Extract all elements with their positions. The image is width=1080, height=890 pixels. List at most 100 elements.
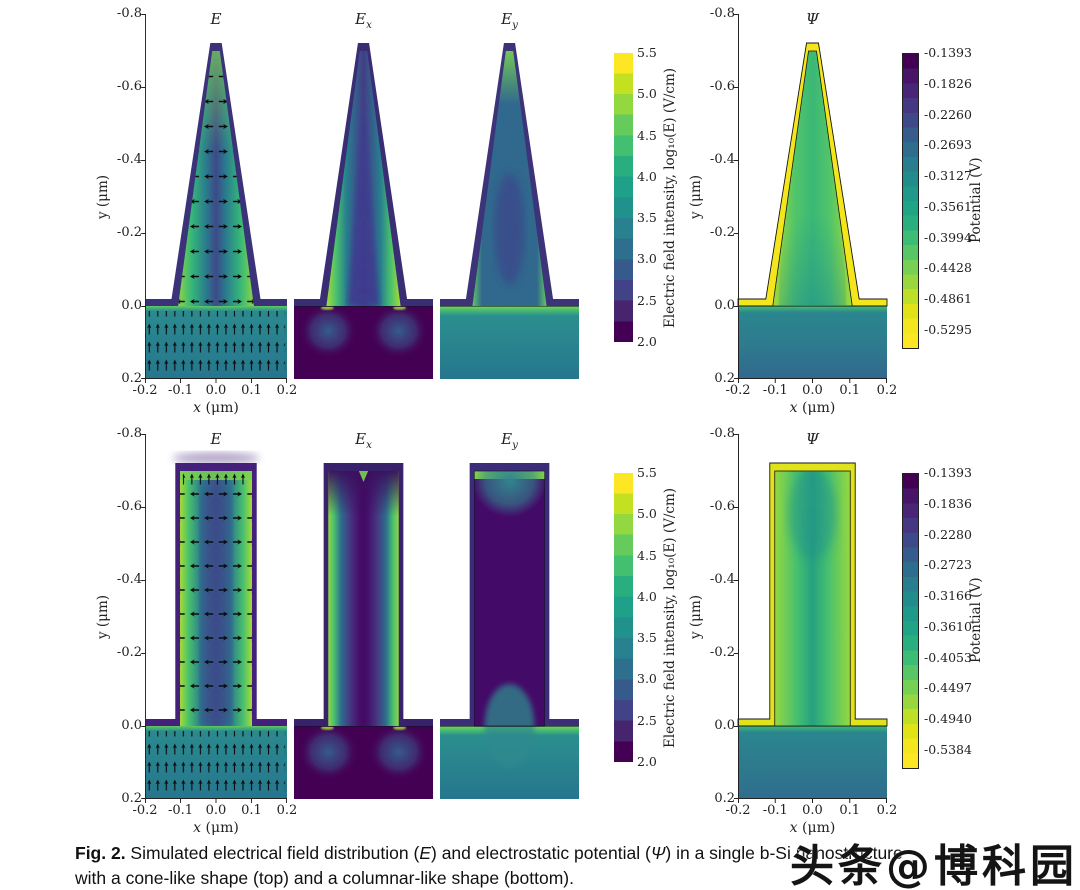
colorbar-tick-label: 4.0 [637,588,657,604]
colorbar-tick-label: -0.2723 [924,557,972,573]
x-unit: (μm) [201,820,239,836]
title-Ex-sub: x [366,440,372,451]
x-axis-ticks-bottom-e: -0.2 -0.1 0.0 0.1 0.2 [128,803,304,818]
title-Ey-sub: y [512,440,518,451]
x-var: x [789,820,798,836]
y-tick-label: -0.2 [709,645,735,660]
colorbar-tick-label: -0.3166 [924,588,972,604]
x-tick-label: 0.2 [276,803,298,818]
y-tick-label: -0.8 [116,6,142,21]
colorbar-tick-label: -0.1393 [924,465,972,480]
panel-cone-potential-heatmap [734,14,888,383]
x-tick-label: 0.2 [876,803,898,818]
panel-cone-Ex-heatmap [294,43,433,379]
colorbar-tick-label: -0.5295 [924,321,972,337]
y-tick-label: -0.6 [116,79,142,94]
colorbar-tick-label: -0.3610 [924,618,972,634]
colorbar-potential-label-top: Potential (V) [968,157,984,243]
caption-psi-italic: Ψ [650,843,666,863]
colorbar-tick-label: 5.0 [637,506,657,522]
panel-column-Ey-heatmap [440,463,579,799]
colorbar-tick-label: -0.3127 [924,168,972,184]
panel-cone-E-heatmap [141,14,287,383]
colorbar-tick-label: -0.4053 [924,649,972,665]
y-tick-label: -0.8 [116,426,142,441]
y-tick-label: 0.2 [121,371,142,386]
x-tick-label: 0.0 [205,383,227,398]
title-Ey-base: E [501,10,513,28]
caption-figure-label: Fig. 2. [75,843,126,863]
colorbar-tick-label: -0.2693 [924,137,972,153]
panel-column-Ex-heatmap [294,463,433,799]
colorbar-tick-label: -0.4940 [924,711,972,727]
colorbar-tick-label: 2.0 [637,753,657,769]
y-tick-label: 0.0 [714,298,735,313]
colorbar-efield-label-top: Electric field intensity, log₁₀(E) (V/cm… [662,67,678,328]
y-tick-label: -0.4 [116,152,142,167]
y-tick-label: 0.0 [121,298,142,313]
caption-text: ) in a single b-Si nanostructure [665,843,903,863]
x-var: x [789,400,798,416]
colorbar-tick-label: -0.4428 [924,260,972,276]
caption-line2: with a cone-like shape (top) and a colum… [75,868,574,888]
x-axis-label-top-psi: x (μm) [738,400,887,416]
colorbar-tick-label: 3.0 [637,251,657,267]
x-unit: (μm) [797,820,836,836]
panel-title-psi-bottom: Ψ [738,430,887,448]
colorbar-tick-label: 5.5 [637,465,657,480]
colorbar-tick-label: -0.4497 [924,680,972,696]
y-tick-label: 0.0 [121,718,142,733]
x-tick-label: -0.1 [762,383,788,398]
title-Psi: Ψ [805,430,820,448]
y-tick-label: -0.6 [709,499,735,514]
x-tick-label: -0.2 [725,383,751,398]
x-var: x [193,820,202,836]
x-tick-label: -0.2 [132,803,158,818]
watermark-toutiao-bokeyuan: 头条@博科园 [790,841,1078,890]
colorbar-tick-label: -0.5384 [924,741,972,757]
title-Psi: Ψ [805,10,820,28]
y-axis-ticks-top-psi: -0.8 -0.6 -0.4 -0.2 0.0 0.2 [701,7,735,386]
colorbar-tick-label: 3.5 [637,210,657,226]
x-tick-label: 0.2 [876,383,898,398]
title-Ex-sub: x [366,20,372,31]
colorbar-tick-label: 5.0 [637,86,657,102]
panel-title-ex-bottom: Ex [294,430,433,451]
title-E: E [210,10,222,28]
colorbar-tick-label: 2.5 [637,712,657,728]
x-axis-ticks-bottom-psi: -0.2 -0.1 0.0 0.1 0.2 [721,803,904,818]
x-tick-label: 0.1 [839,803,861,818]
panel-title-ey-bottom: Ey [440,430,579,451]
panel-title-ey-top: Ey [440,10,579,31]
colorbar-efield-top [614,53,633,342]
panel-cone-Ey-heatmap [440,43,579,379]
y-tick-label: -0.4 [709,572,735,587]
colorbar-tick-label: -0.1826 [924,75,972,91]
colorbar-tick-label: 3.0 [637,671,657,687]
x-tick-label: 0.1 [241,803,262,818]
colorbar-tick-label: 4.5 [637,127,657,143]
y-tick-label: 0.0 [714,718,735,733]
colorbar-tick-label: -0.1836 [924,495,972,511]
x-tick-label: -0.2 [725,803,751,818]
title-Ey-base: E [501,430,513,448]
x-unit: (μm) [201,400,239,416]
y-tick-label: -0.4 [116,572,142,587]
x-tick-label: -0.1 [167,383,194,398]
x-tick-label: -0.1 [167,803,194,818]
x-tick-label: 0.0 [802,803,823,818]
y-axis-ticks-bottom-left: -0.8 -0.6 -0.4 -0.2 0.0 0.2 [108,427,142,806]
colorbar-tick-label: -0.2280 [924,526,972,542]
colorbar-tick-label: -0.1393 [924,45,972,60]
x-tick-label: 0.0 [205,803,227,818]
y-tick-label: -0.4 [709,152,735,167]
y-tick-label: 0.2 [714,791,735,806]
panel-column-potential-heatmap [734,434,888,803]
x-tick-label: 0.0 [802,383,823,398]
x-tick-label: 0.1 [241,383,262,398]
caption-text: ) and electrostatic potential ( [431,843,651,863]
x-axis-label-bottom-e: x (μm) [145,820,287,836]
colorbar-efield-ticks-bottom: 5.5 5.0 4.5 4.0 3.5 3.0 2.5 2.0 [637,466,667,769]
title-Ey-sub: y [512,20,518,31]
